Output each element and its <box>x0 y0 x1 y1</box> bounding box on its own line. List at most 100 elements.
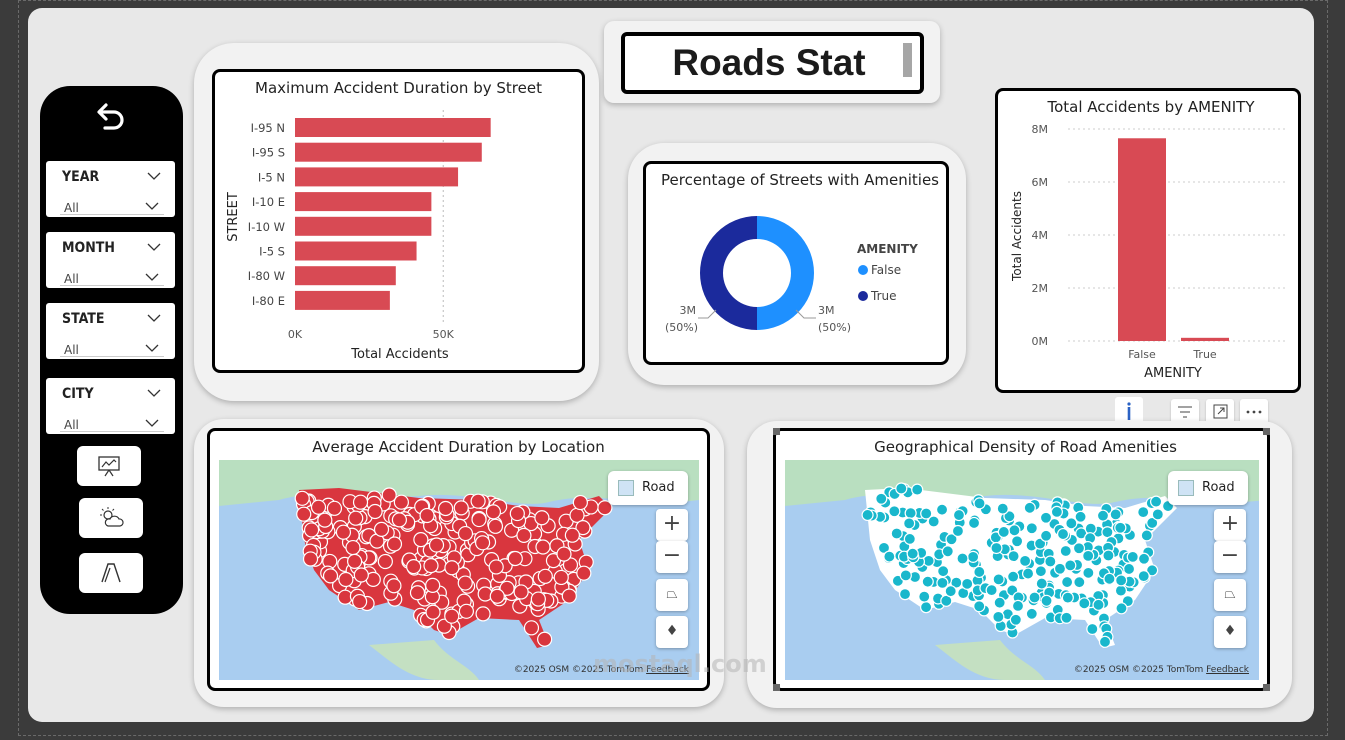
chevron-down-icon[interactable] <box>147 388 161 398</box>
map-bubble[interactable] <box>1102 549 1115 562</box>
map-bubble[interactable] <box>1061 591 1074 604</box>
slicer-dropdown[interactable] <box>60 266 164 286</box>
map-bubble[interactable] <box>1065 517 1078 530</box>
chevron-down-icon[interactable] <box>145 343 159 353</box>
map-bubble[interactable] <box>1082 566 1095 579</box>
map-bubble[interactable] <box>1044 555 1057 568</box>
map-bubble[interactable] <box>513 584 529 600</box>
bar[interactable] <box>295 118 491 137</box>
chevron-down-icon[interactable] <box>147 313 161 323</box>
map-bubble[interactable] <box>576 565 592 581</box>
filter-button[interactable] <box>1171 399 1199 425</box>
map-bubble[interactable] <box>1028 591 1041 604</box>
map-bubble[interactable] <box>1072 542 1086 555</box>
map-bubble[interactable] <box>1096 509 1110 522</box>
map-bubble[interactable] <box>381 487 397 503</box>
map1-zoom-in-icon[interactable]: + <box>656 509 688 541</box>
map-bubble[interactable] <box>1040 594 1053 607</box>
map1-zoom-out-icon[interactable]: − <box>656 541 688 573</box>
map-bubble[interactable] <box>391 512 407 528</box>
map-bubble[interactable] <box>393 494 409 510</box>
map-bubble[interactable] <box>458 603 474 619</box>
map-bubble[interactable] <box>1078 597 1091 610</box>
map-bubble[interactable] <box>1007 550 1020 563</box>
map-bubble[interactable] <box>1034 565 1047 578</box>
map-bubble[interactable] <box>386 578 402 594</box>
map-bubble[interactable] <box>1007 570 1020 583</box>
amenity-bar-chart[interactable]: 8M 6M 4M 2M 0M False True AMENITY Total Accident… <box>998 118 1298 388</box>
map-bubble[interactable] <box>338 571 354 588</box>
map2-feedback-link[interactable]: Feedback <box>1206 665 1249 675</box>
map-bubble[interactable] <box>899 569 912 582</box>
map-bubble[interactable] <box>920 507 933 520</box>
slicer-dropdown[interactable] <box>60 195 164 215</box>
map-bubble[interactable] <box>952 508 966 522</box>
chevron-down-icon[interactable] <box>145 201 159 211</box>
map-bubble[interactable] <box>303 522 320 538</box>
map-bubble[interactable] <box>438 500 454 517</box>
bar[interactable] <box>295 266 396 286</box>
bar[interactable] <box>1181 337 1229 341</box>
map-bubble[interactable] <box>296 506 312 522</box>
map-bubble[interactable] <box>861 508 874 522</box>
map-bubble[interactable] <box>509 505 525 522</box>
map-bubble[interactable] <box>553 569 569 586</box>
nav-button-overview[interactable] <box>77 446 141 486</box>
map-bubble[interactable] <box>1003 510 1016 523</box>
map-bubble[interactable] <box>945 533 958 546</box>
map-bubble[interactable] <box>409 585 426 601</box>
map-bubble[interactable] <box>1060 611 1073 624</box>
map-bubble[interactable] <box>1146 516 1159 530</box>
bar[interactable] <box>1118 138 1166 341</box>
map1-compass-icon[interactable]: ♦ <box>656 616 688 648</box>
map-bubble[interactable] <box>1137 506 1150 519</box>
map1-style-button[interactable]: Road <box>608 471 688 505</box>
map-bubble[interactable] <box>895 482 908 495</box>
map-bubble[interactable] <box>903 517 916 530</box>
slicer-dropdown[interactable] <box>60 412 164 432</box>
map-bubble[interactable] <box>993 596 1006 609</box>
map-bubble[interactable] <box>423 558 439 574</box>
map-bubble[interactable] <box>1146 564 1159 577</box>
map-bubble[interactable] <box>487 518 504 534</box>
legend-marker[interactable] <box>858 291 868 301</box>
map-bubble[interactable] <box>990 541 1003 555</box>
map-bubble[interactable] <box>944 585 957 598</box>
legend-item[interactable]: False <box>871 263 901 277</box>
map-bubble[interactable] <box>918 590 931 603</box>
map-bubble[interactable] <box>413 532 429 548</box>
map-bubble[interactable] <box>961 577 974 590</box>
map-bubble[interactable] <box>883 550 896 563</box>
map-bubble[interactable] <box>1140 529 1153 542</box>
map-bubble[interactable] <box>1114 584 1128 597</box>
map-bubble[interactable] <box>453 500 469 516</box>
map-bubble[interactable] <box>294 490 310 506</box>
map2-zoom-in-icon[interactable]: + <box>1214 509 1246 541</box>
bar[interactable] <box>295 167 459 187</box>
map-bubble[interactable] <box>564 527 580 543</box>
map-bubble[interactable] <box>1109 508 1122 521</box>
map-bubble[interactable] <box>474 535 491 551</box>
map-bubble[interactable] <box>1137 570 1150 583</box>
map-bubble[interactable] <box>875 492 888 505</box>
bar[interactable] <box>295 192 432 212</box>
chevron-down-icon[interactable] <box>145 418 159 428</box>
map-bubble[interactable] <box>967 550 980 563</box>
map-bubble[interactable] <box>386 536 403 552</box>
map-bubble[interactable] <box>937 565 950 578</box>
slicer-city[interactable]: CITY All <box>46 378 175 434</box>
map-bubble[interactable] <box>373 521 390 538</box>
map-bubble[interactable] <box>457 525 474 542</box>
map2-zoom-out-icon[interactable]: − <box>1214 541 1246 573</box>
map-bubble[interactable] <box>535 539 551 555</box>
map-bubble[interactable] <box>898 588 912 601</box>
map-bubble[interactable] <box>322 568 339 584</box>
map-bubble[interactable] <box>428 537 445 553</box>
bar[interactable] <box>295 290 390 310</box>
map-bubble[interactable] <box>941 545 954 558</box>
map-bubble[interactable] <box>951 524 965 538</box>
map2-tilt-icon[interactable]: ⏢ <box>1214 579 1246 611</box>
map-bubble[interactable] <box>1056 527 1070 541</box>
map1-feedback-link[interactable]: Feedback <box>646 665 689 675</box>
map-bubble[interactable] <box>890 527 903 540</box>
